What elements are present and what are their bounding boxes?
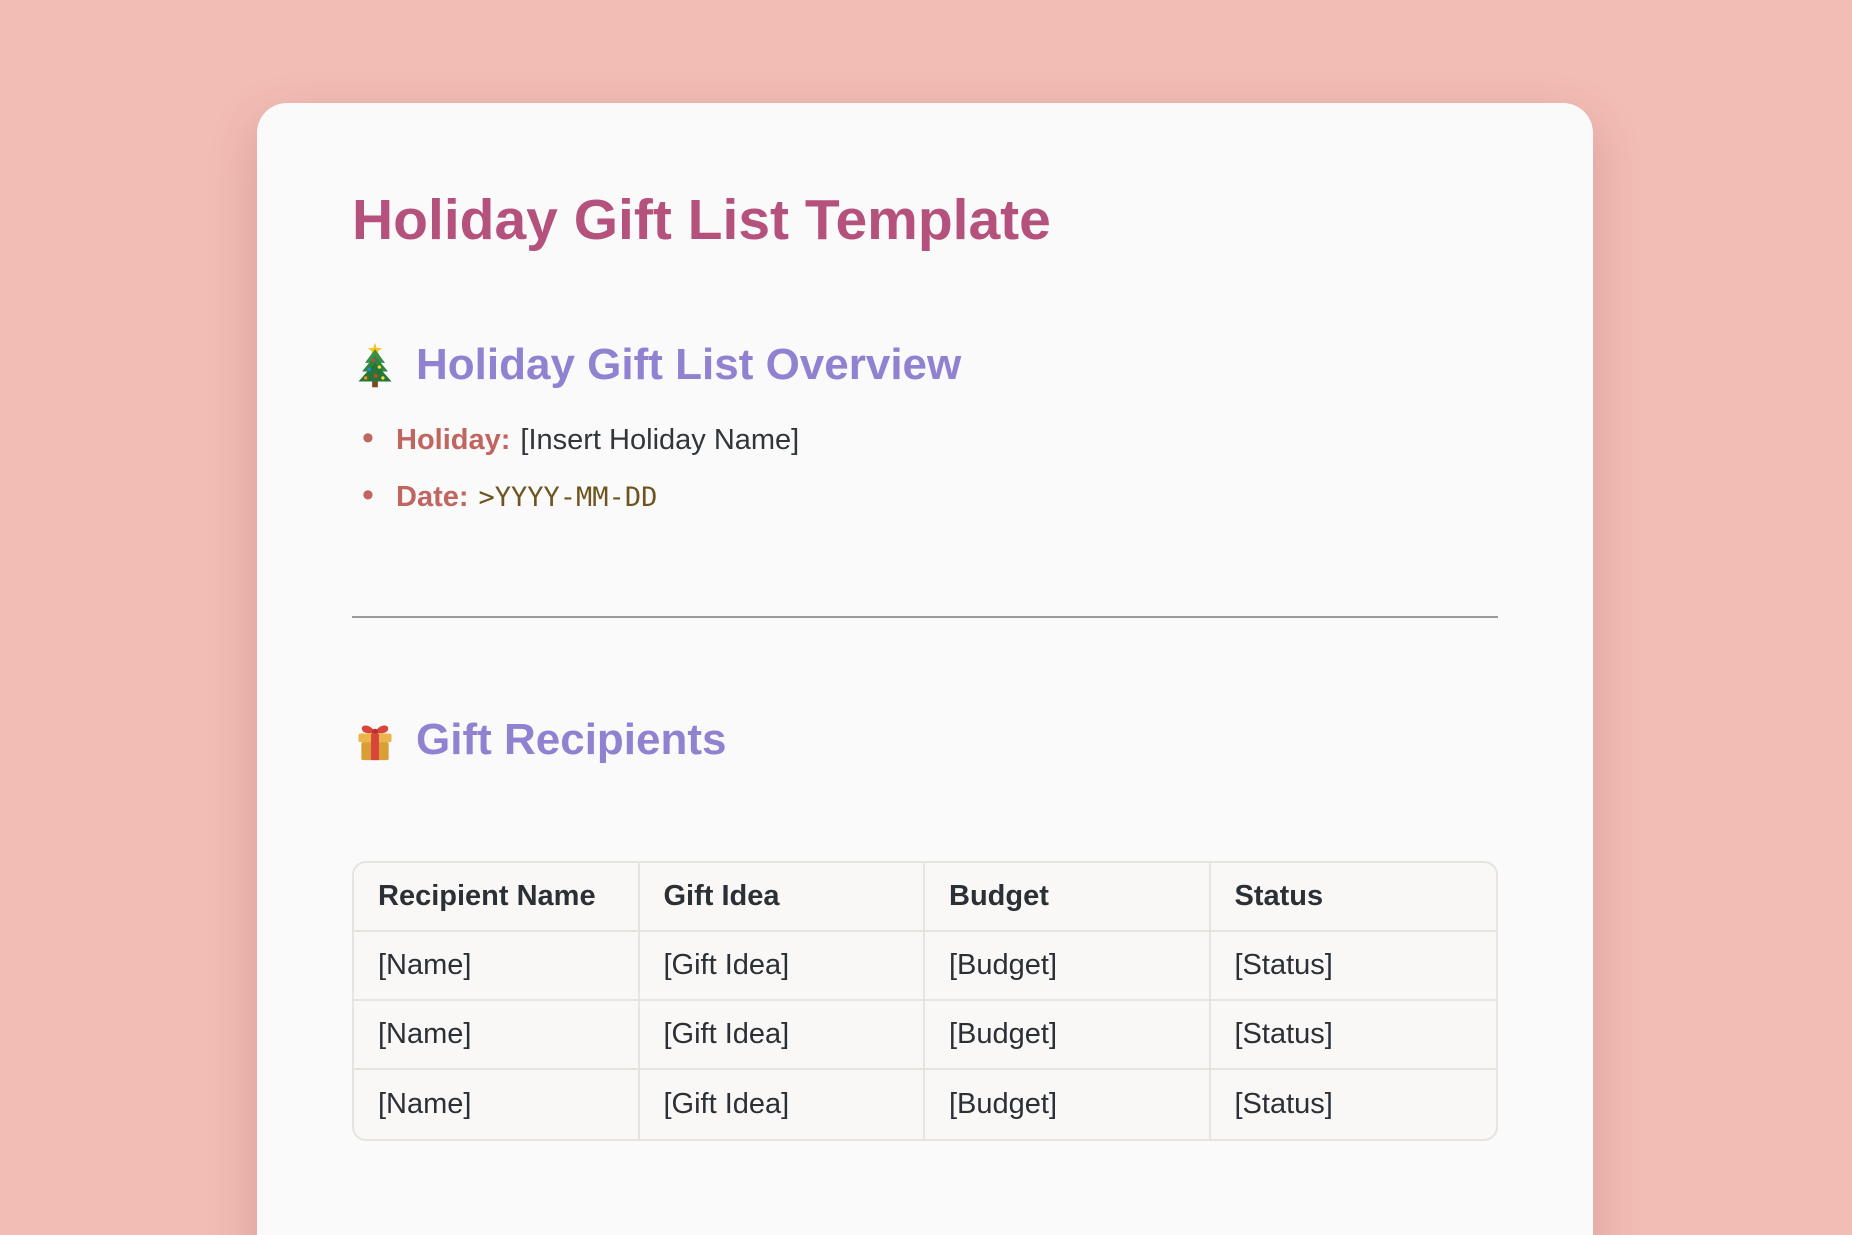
cell-status: [Status] xyxy=(1210,932,1496,1002)
overview-heading-label: Holiday Gift List Overview xyxy=(416,339,962,389)
overview-bullet-list: Holiday: [Insert Holiday Name] Date: >YYYY… xyxy=(352,420,1498,516)
cell-status: [Status] xyxy=(1210,1001,1496,1071)
date-bullet: Date: >YYYY-MM-DD xyxy=(352,477,1498,516)
header-status: Status xyxy=(1210,863,1496,933)
page-title: Holiday Gift List Template xyxy=(352,188,1051,252)
cell-gift-idea: [Gift Idea] xyxy=(640,1070,925,1140)
table-row: [Name] [Gift Idea] [Budget] [Status] xyxy=(354,1070,1496,1140)
recipients-heading-label: Gift Recipients xyxy=(416,714,727,764)
overview-section-heading: Holiday Gift List Overview xyxy=(352,339,1498,392)
section-divider xyxy=(352,615,1498,618)
holiday-bullet: Holiday: [Insert Holiday Name] xyxy=(352,420,1498,458)
christmas-tree-icon xyxy=(358,342,392,388)
table-row: [Name] [Gift Idea] [Budget] [Status] xyxy=(354,1001,1496,1071)
table-row: [Name] [Gift Idea] [Budget] [Status] xyxy=(354,932,1496,1002)
gift-recipients-table: Recipient Name Gift Idea Budget Status [… xyxy=(352,861,1498,1142)
table-header-row: Recipient Name Gift Idea Budget Status xyxy=(354,863,1496,933)
holiday-label: Holiday: xyxy=(396,423,511,456)
gift-icon xyxy=(358,725,392,761)
cell-name: [Name] xyxy=(354,1070,640,1140)
cell-name: [Name] xyxy=(354,1001,640,1071)
document-card: Holiday Gift List Template Holiday Gift … xyxy=(257,103,1593,1235)
cell-status: [Status] xyxy=(1234,1088,1333,1121)
cell-budget: [Budget] xyxy=(925,1001,1211,1071)
cell-gift-idea: [Gift Idea] xyxy=(639,932,925,1002)
recipients-section-heading: Gift Recipients xyxy=(352,714,1498,767)
cell-name: [Name] xyxy=(354,932,640,1002)
cell-budget: [Budget] xyxy=(925,1070,1211,1140)
header-budget: Budget xyxy=(925,863,1211,933)
date-value-code: >YYYY-MM-DD xyxy=(478,481,658,513)
cell-budget: [Budget] xyxy=(925,932,1211,1002)
header-recipient-name: Recipient Name xyxy=(354,863,640,933)
date-label: Date: xyxy=(396,480,469,513)
header-gift-idea: Gift Idea xyxy=(639,863,925,933)
cell-gift-idea: [Gift Idea] xyxy=(639,1001,925,1071)
holiday-value: [Insert Holiday Name] xyxy=(520,423,800,456)
